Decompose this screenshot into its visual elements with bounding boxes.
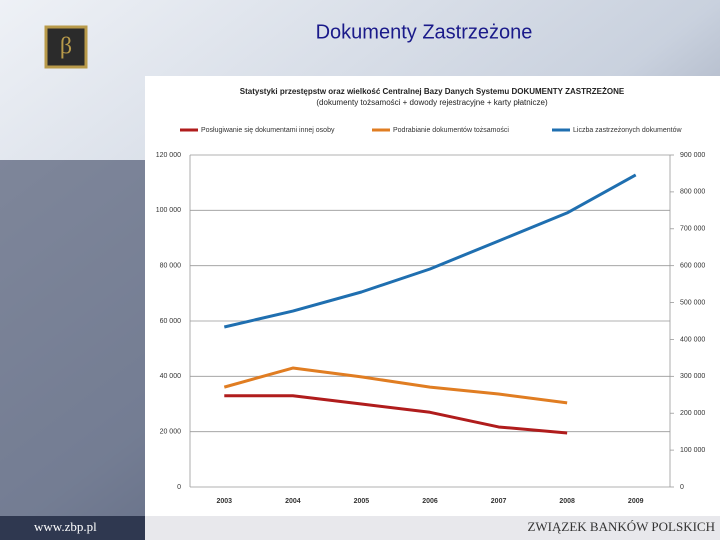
y-tick-label: 80 000 [160,263,182,270]
y-tick-label: 0 [177,484,181,491]
footer-url: www.zbp.pl [34,519,97,534]
footer-left [0,516,145,540]
slide-title: Dokumenty Zastrzeżone [316,21,533,43]
y2-tick-label: 400 000 [680,336,705,343]
logo [44,25,88,69]
footer-org: Związek Banków Polskich [527,519,715,534]
legend-label: Liczba zastrzeżonych dokumentów [573,127,682,134]
legend-label: Podrabianie dokumentów tożsamości [393,127,509,134]
x-tick-label: 2005 [354,498,370,505]
y-tick-label: 120 000 [156,152,181,159]
y2-tick-label: 900 000 [680,152,705,159]
y2-tick-label: 200 000 [680,410,705,417]
x-tick-label: 2007 [491,498,507,505]
x-tick-label: 2003 [216,498,232,505]
decor [0,160,145,520]
y2-tick-label: 0 [680,484,684,491]
x-tick-label: 2004 [285,498,301,505]
y2-tick-label: 300 000 [680,373,705,380]
legend-label: Posługiwanie się dokumentami innej osoby [201,127,335,134]
y-tick-label: 60 000 [160,318,182,325]
x-tick-label: 2008 [559,498,575,505]
x-tick-label: 2009 [628,498,644,505]
y2-tick-label: 600 000 [680,263,705,270]
y-tick-label: 100 000 [156,207,181,214]
logo-mark: β [60,34,72,60]
chart-subtitle: (dokumenty tożsamości + dowody rejestrac… [316,98,548,107]
x-tick-label: 2006 [422,498,438,505]
series-line [223,366,568,405]
chart-panel [145,76,720,516]
chart-title: Statystyki przestępstw oraz wielkość Cen… [240,87,625,96]
series-line [224,394,568,435]
y2-tick-label: 100 000 [680,447,705,454]
series-line [223,173,637,329]
y2-tick-label: 500 000 [680,299,705,306]
y2-tick-label: 700 000 [680,226,705,233]
y-tick-label: 40 000 [160,373,182,380]
y2-tick-label: 800 000 [680,189,705,196]
y-tick-label: 20 000 [160,429,182,436]
